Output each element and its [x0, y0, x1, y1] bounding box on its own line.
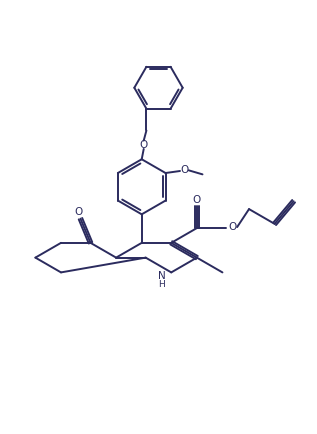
Text: O: O: [181, 164, 189, 174]
Text: H: H: [158, 279, 165, 289]
Text: O: O: [228, 222, 236, 232]
Text: O: O: [75, 207, 83, 217]
Text: O: O: [139, 140, 148, 150]
Text: N: N: [158, 271, 166, 281]
Text: O: O: [193, 194, 201, 204]
